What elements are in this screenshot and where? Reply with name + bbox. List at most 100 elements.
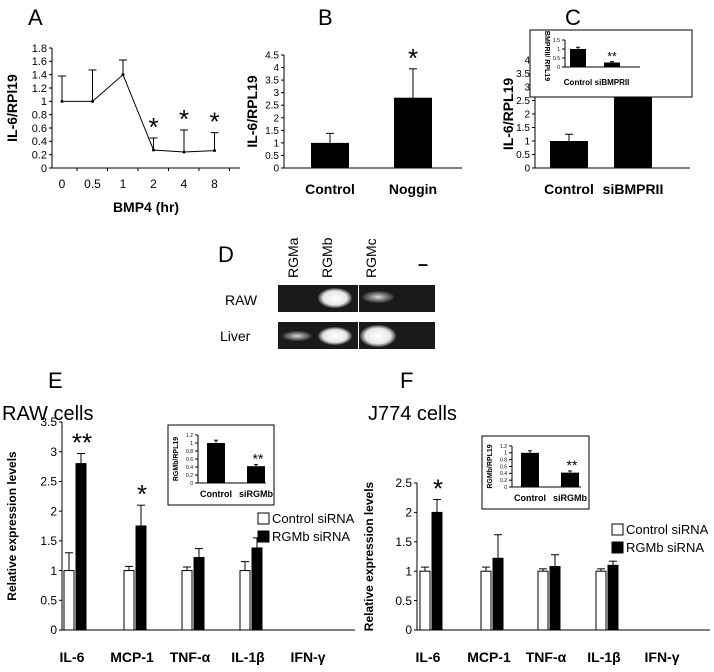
chart-a-y-tick-label: 1.4 bbox=[32, 70, 47, 82]
chart-b-y-tick-label: 3.5 bbox=[265, 76, 279, 87]
chart-f-inset-y-tick-label: 1 bbox=[504, 451, 507, 457]
chart-e-inset-significance-marker: ** bbox=[253, 451, 264, 467]
chart-f-legend-swatch bbox=[611, 523, 624, 536]
chart-c-y-tick-label: 4 bbox=[524, 56, 530, 67]
chart-e-inset-x-tick-label: Control bbox=[200, 489, 232, 499]
chart-c-bar bbox=[614, 95, 652, 168]
chart-a-y-tick-label: 0.8 bbox=[32, 110, 47, 122]
chart-a-series-line bbox=[62, 73, 215, 153]
panel-label-d: D bbox=[218, 242, 234, 267]
chart-e-x-tick-label: IFN-γ bbox=[291, 649, 326, 665]
chart-a-y-tick-label: 0.2 bbox=[32, 150, 47, 162]
gel-lane-label-negative: – bbox=[418, 254, 428, 274]
chart-c-y-tick-label: 3.5 bbox=[516, 69, 530, 80]
chart-b-y-tick-label: 4 bbox=[273, 63, 279, 74]
chart-f-bar-control bbox=[537, 570, 549, 631]
chart-c-inset-y-tick-label: 0 bbox=[557, 65, 560, 71]
chart-e-inset-y-tick-label: 1.2 bbox=[186, 433, 193, 439]
chart-a-y-tick-label: 0.4 bbox=[32, 136, 47, 148]
chart-e-bar-control bbox=[123, 570, 135, 631]
chart-b-y-tick-label: 4.5 bbox=[265, 51, 279, 62]
chart-e-y-tick-label: 0.5 bbox=[40, 593, 57, 607]
gel-row-label-liver: Liver bbox=[220, 328, 251, 344]
chart-f-y-tick-label: 1 bbox=[405, 564, 412, 578]
chart-c-x-tick-label: siBMPRII bbox=[603, 181, 664, 197]
chart-c-y-tick-label: 1.5 bbox=[516, 123, 530, 134]
chart-c-y-tick-label: 2.5 bbox=[516, 96, 530, 107]
chart-f-legend-label: RGMb siRNA bbox=[626, 540, 704, 555]
chart-f-significance-marker: * bbox=[433, 473, 443, 503]
chart-e-legend-label: Control siRNA bbox=[272, 511, 355, 526]
chart-c-bar bbox=[550, 141, 588, 168]
chart-f-inset-y-tick-label: 0 bbox=[504, 485, 507, 491]
chart-f-inset-y-tick-label: 0.4 bbox=[500, 471, 507, 477]
gel-image: RGMa RGMb RGMc – RAW Liver bbox=[220, 237, 435, 349]
chart-a-significance-marker: * bbox=[209, 107, 219, 137]
chart-f-title: J774 cells bbox=[368, 403, 457, 425]
chart-e-x-tick-label: IL-6 bbox=[60, 649, 85, 665]
chart-e-bar-control bbox=[63, 570, 75, 631]
chart-a-y-tick-label: 1 bbox=[41, 96, 47, 108]
chart-f-bar-rgmb bbox=[607, 564, 619, 631]
chart-e-legend-label: RGMb siRNA bbox=[272, 529, 350, 544]
chart-e-y-tick-label: 2.5 bbox=[40, 475, 57, 489]
chart-a-x-tick-label: 8 bbox=[211, 177, 218, 191]
chart-f-bar-control bbox=[480, 570, 492, 631]
chart-c-inset-x-tick-label: siBMPRII bbox=[595, 78, 630, 87]
chart-c-inset-x-tick-label: Control bbox=[564, 78, 592, 87]
chart-f-inset-x-tick-label: siRGMb bbox=[553, 493, 588, 503]
chart-a-y-tick-label: 1.2 bbox=[32, 83, 47, 95]
chart-f-y-tick-label: 1.5 bbox=[395, 535, 412, 549]
panel-label-a: A bbox=[28, 5, 43, 30]
gel-lane-label-rgmb: RGMb bbox=[319, 237, 335, 278]
chart-b: 0 0.5 11.5 22.5 33.5 44.5 Control * Noggin IL-6/R… bbox=[244, 43, 462, 197]
panel-label-c: C bbox=[565, 5, 581, 30]
panel-label-e: E bbox=[48, 368, 63, 393]
chart-f-y-label: Relative expression levels bbox=[362, 481, 376, 631]
chart-e-y-label: Relative expression levels bbox=[5, 451, 19, 601]
chart-b-y-tick-label: 0 bbox=[273, 164, 279, 175]
chart-c-inset-y-tick-label: 1.5 bbox=[553, 38, 560, 44]
chart-a-x-tick-label: 0.5 bbox=[84, 177, 101, 191]
chart-f-legend-swatch bbox=[611, 541, 624, 554]
chart-c-inset: 0 0.5 1 1.5 Control ** siBMPRII BMPRII/ RPL19 bbox=[529, 29, 693, 98]
chart-f-inset-y-tick-label: 0.8 bbox=[500, 457, 507, 463]
chart-c-inset-y-tick-label: 1 bbox=[557, 47, 560, 53]
chart-e-inset-y-label: RGMb/RPL19 bbox=[173, 437, 180, 481]
chart-f-y-tick-label: 2.5 bbox=[395, 476, 412, 490]
chart-a-x-tick-label: 4 bbox=[181, 177, 188, 191]
chart-f-inset: 00.20.40.60.811.2 Control ** siRGMb RGMb/RPL… bbox=[481, 435, 590, 510]
chart-a-point bbox=[213, 149, 216, 153]
chart-e-x-tick-label: TNF-α bbox=[170, 649, 211, 665]
chart-f-inset-y-label: RGMb/RPL19 bbox=[487, 444, 494, 488]
chart-e-bar-rgmb bbox=[75, 463, 87, 631]
panel-label-f: F bbox=[400, 368, 413, 393]
chart-f: J774 cells 0 0.5 1 1.5 2 2.5 Relative expressio… bbox=[362, 403, 710, 665]
chart-a-x-tick-label: 1 bbox=[120, 177, 127, 191]
chart-a-y-tick-label: 1.6 bbox=[32, 56, 47, 68]
chart-e-inset-y-tick-label: 0.4 bbox=[186, 465, 193, 471]
chart-e-y-tick-label: 3 bbox=[50, 445, 57, 459]
chart-c-inset-y-tick-label: 0.5 bbox=[553, 56, 560, 62]
charts: 00.20.40.60.811.21.41.61.80 0.5 1 2 4 8* * *IL-… bbox=[2, 29, 710, 665]
chart-e-inset: 0 0.2 0.4 0.6 0.8 1 1.2 Control ** siRGMb RGMb/RPL… bbox=[167, 424, 275, 506]
chart-e-significance-marker: ** bbox=[72, 427, 92, 457]
chart-c-inset-y-label: BMPRII/ RPL19 bbox=[543, 31, 550, 81]
chart-f-x-tick-label: TNF-α bbox=[526, 649, 567, 665]
chart-a-x-tick-label: 0 bbox=[59, 177, 66, 191]
chart-e-legend-swatch bbox=[257, 512, 270, 525]
chart-f-inset-bar bbox=[521, 452, 539, 487]
chart-e-inset-y-tick-label: 0.2 bbox=[186, 473, 193, 479]
chart-a-point bbox=[152, 148, 155, 152]
chart-c-x-tick-label: Control bbox=[544, 181, 594, 197]
chart-c-y-tick-label: 3 bbox=[524, 83, 530, 94]
chart-c-y-tick-label: 1 bbox=[524, 137, 530, 148]
chart-a-point bbox=[182, 150, 186, 154]
chart-e-y-tick-label: 2 bbox=[50, 504, 57, 518]
chart-f-bar-rgmb bbox=[431, 511, 443, 631]
chart-a: 00.20.40.60.811.21.41.61.80 0.5 1 2 4 8* * *IL-… bbox=[4, 43, 240, 215]
chart-c-inset-significance-marker: ** bbox=[607, 50, 617, 64]
chart-e-y-tick-label: 1.5 bbox=[40, 534, 57, 548]
chart-b-y-tick-label: 2.5 bbox=[265, 101, 279, 112]
chart-b-y-tick-label: 3 bbox=[273, 88, 279, 99]
